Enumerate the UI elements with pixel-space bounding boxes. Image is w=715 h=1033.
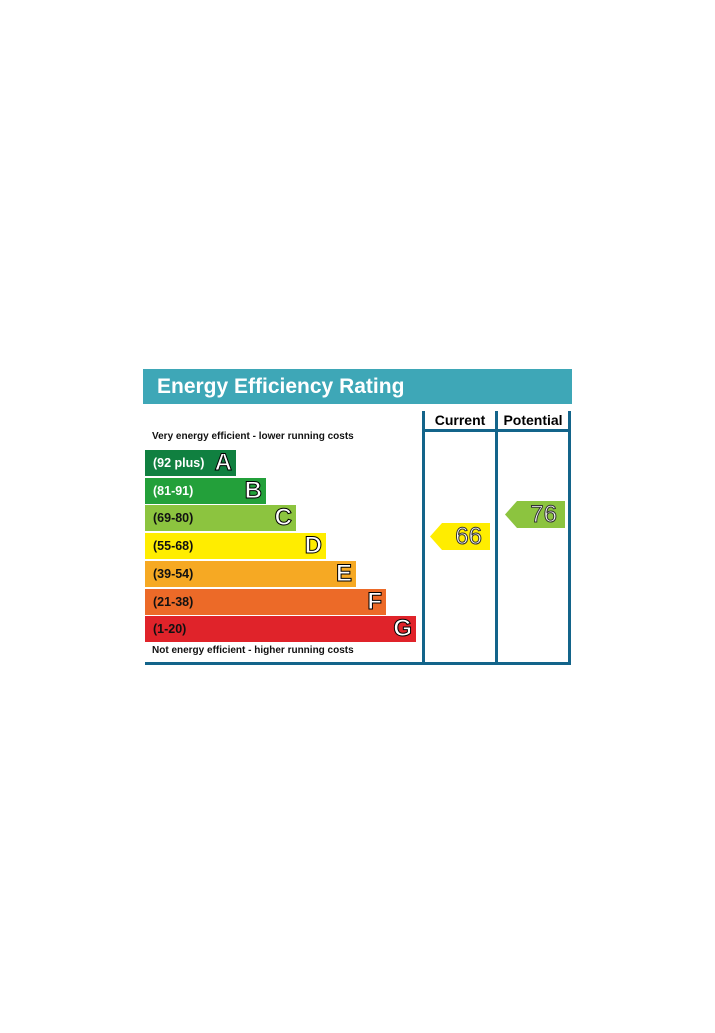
current-column-header: Current [434,412,486,428]
band-letter: E [335,560,352,588]
band-d: (55-68) D [145,532,326,560]
potential-rating-value: 76 [530,500,558,528]
chart-title: Energy Efficiency Rating [143,369,572,404]
band-range: (81-91) [153,484,194,498]
potential-rating-arrow: 76 [505,501,565,528]
band-letter: F [367,588,383,616]
band-letter: B [244,477,262,505]
band-range: (21-38) [153,595,194,609]
band-e: (39-54) E [145,560,356,588]
band-letter: G [393,615,413,643]
column-divider [495,411,498,665]
band-letter: C [274,504,292,532]
current-rating-arrow: 66 [430,523,490,550]
band-letter: A [214,449,232,477]
band-a: (92 plus) A [145,449,236,477]
band-range: (1-20) [153,622,187,636]
band-c: (69-80) C [145,504,296,532]
band-range: (55-68) [153,539,194,553]
top-note: Very energy efficient - lower running co… [152,431,354,442]
current-rating-value: 66 [455,522,483,550]
column-divider [568,411,571,665]
band-g: (1-20) G [145,615,416,643]
band-range: (39-54) [153,567,194,581]
band-letter: D [304,532,322,560]
bottom-border [145,662,571,665]
bottom-note: Not energy efficient - higher running co… [152,645,354,656]
band-range: (69-80) [153,511,194,525]
header-divider [422,429,571,432]
column-divider [422,411,425,665]
band-f: (21-38) F [145,588,386,616]
potential-column-header: Potential [503,412,563,428]
band-range: (92 plus) [153,456,205,470]
band-b: (81-91) B [145,477,266,505]
